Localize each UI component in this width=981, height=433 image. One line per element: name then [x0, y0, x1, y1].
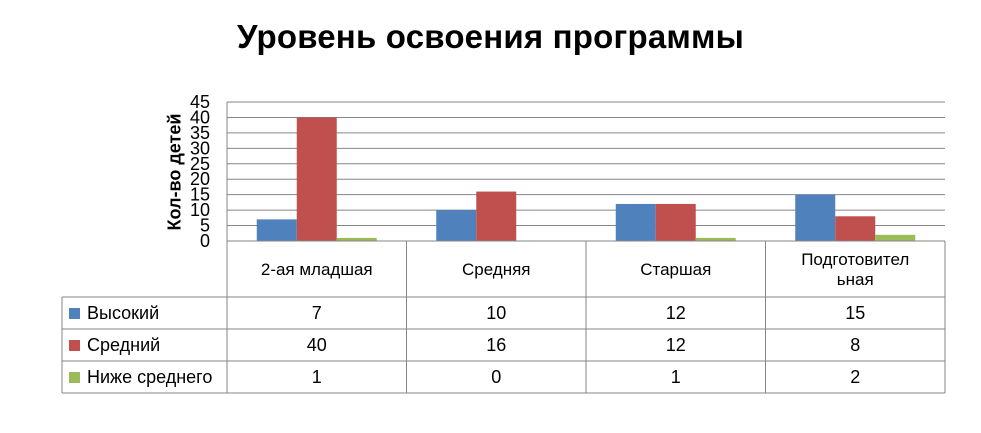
bar: [835, 216, 876, 241]
bar: [655, 203, 696, 241]
bar: [436, 210, 477, 241]
y-tick-label: 0: [200, 231, 210, 251]
bar: [296, 117, 337, 241]
data-label: 15: [845, 303, 865, 323]
legend-key: [69, 308, 80, 319]
data-label: 1: [671, 367, 681, 387]
chart-title: Уровень освоения программы: [237, 18, 744, 55]
data-label: 12: [666, 335, 686, 355]
bars: [256, 117, 916, 241]
y-tick-label: 15: [190, 185, 210, 205]
x-tick-label: Средняя: [462, 260, 531, 279]
y-tick-label: 40: [190, 107, 210, 127]
data-label: 7: [312, 303, 322, 323]
data-label: 10: [486, 303, 506, 323]
gridlines: [226, 101, 945, 242]
data-label: 8: [850, 335, 860, 355]
bar: [476, 191, 517, 241]
bar: [256, 219, 297, 241]
data-label: 2: [850, 367, 860, 387]
legend-label: Высокий: [87, 303, 159, 323]
bar: [795, 194, 836, 241]
y-tick-label: 30: [190, 138, 210, 158]
data-label: 1: [312, 367, 322, 387]
y-tick-label: 45: [190, 92, 210, 112]
bar: [615, 203, 656, 241]
data-label: 16: [486, 335, 506, 355]
bar: [875, 234, 916, 241]
legend-key: [69, 340, 80, 351]
y-tick-label: 10: [190, 200, 210, 220]
y-tick-label: 20: [190, 169, 210, 189]
x-tick-label: Старшая: [640, 260, 711, 279]
data-label: 12: [666, 303, 686, 323]
x-tick-label: 2-ая младшая: [261, 260, 373, 279]
bar: [336, 237, 377, 241]
x-tick-label: Подготовител: [801, 250, 909, 269]
x-tick-label: ьная: [837, 270, 874, 289]
y-tick-label: 35: [190, 123, 210, 143]
data-label: 0: [491, 367, 501, 387]
data-table: 2-ая младшая Средняя Старшая Подготовительн…: [61, 240, 946, 394]
legend-label: Средний: [87, 335, 160, 355]
y-tick-label: 5: [200, 216, 210, 236]
legend-key: [69, 372, 80, 383]
y-tick-label: 25: [190, 154, 210, 174]
data-label: 40: [307, 335, 327, 355]
bar: [695, 237, 736, 241]
legend-label: Ниже среднего: [87, 367, 212, 387]
